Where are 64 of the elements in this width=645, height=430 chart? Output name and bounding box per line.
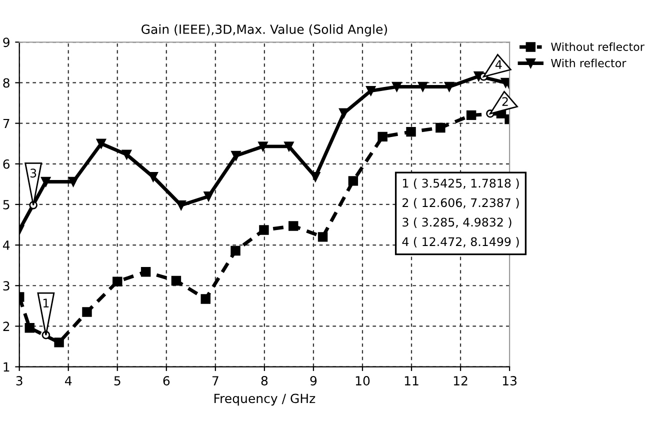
point: [112, 276, 122, 286]
point: [392, 82, 402, 92]
point: [310, 172, 320, 182]
x-tick-label: 6: [163, 376, 170, 386]
point: [348, 176, 358, 186]
point: [284, 142, 294, 152]
annotation: 1: [43, 298, 49, 308]
x-tick-label: 4: [65, 376, 72, 386]
annotation: 3: [30, 168, 36, 178]
point: [204, 191, 214, 202]
y-tick-label: 2: [3, 322, 10, 331]
legend-label: With reflector: [551, 58, 626, 68]
point: [122, 150, 132, 160]
point: [259, 225, 269, 235]
x-tick-label: 8: [261, 376, 268, 386]
point: [366, 86, 376, 96]
point: [339, 108, 349, 118]
point: [378, 132, 388, 142]
point: [68, 176, 78, 187]
point: [418, 82, 428, 92]
point: [318, 232, 328, 242]
annotation: 2: [502, 97, 508, 106]
y-tick-label: 6: [3, 159, 10, 169]
point: [148, 172, 158, 182]
x-tick-label: 7: [212, 376, 218, 386]
x-tick-label: 3: [16, 376, 22, 386]
x-tick-label: 9: [310, 376, 317, 386]
point: [444, 82, 454, 92]
point: [230, 246, 240, 256]
y-tick-label: 7: [3, 118, 10, 128]
point: [288, 221, 298, 231]
point: [96, 138, 106, 148]
x-tick-label: 11: [404, 376, 418, 386]
point: [40, 176, 51, 187]
y-tick-label: 8: [3, 78, 10, 88]
x-tick-label: 12: [454, 376, 468, 386]
y-tick-label: 1: [4, 362, 10, 372]
y-tick-label: 5: [3, 200, 10, 210]
y-tick-label: 4: [2, 240, 10, 250]
legend-label: Without reflector: [551, 42, 644, 51]
point: [82, 307, 92, 317]
point: [258, 142, 268, 152]
point: [436, 122, 446, 133]
point: [171, 276, 182, 286]
chart-title: Gain (IEEE),3D,Max. Value (Solid Angle): [142, 24, 387, 36]
x-tick-label: 5: [114, 376, 120, 386]
point: [176, 200, 186, 210]
point: [231, 150, 241, 161]
point: [406, 126, 416, 137]
annotation: 4 ( 12.472, 8.1499 ): [402, 237, 519, 248]
x-tick-label: 13: [502, 376, 516, 386]
x-axis-title: Frequency / GHz: [214, 394, 316, 406]
x-tick-label: 10: [356, 376, 370, 386]
y-tick-label: 3: [3, 281, 10, 291]
point: [54, 338, 64, 348]
annotation: 1 ( 3.5425, 1.7818 ): [403, 178, 519, 190]
point: [140, 266, 151, 277]
annotation: 2 ( 12.606, 7.2387 ): [402, 198, 519, 209]
point: [200, 294, 210, 304]
point: [466, 110, 476, 120]
point: [24, 322, 35, 333]
annotation: 3 ( 3.285, 4.9832 ): [402, 218, 512, 228]
annotation: 4: [495, 60, 502, 69]
y-tick-label: 9: [3, 38, 10, 48]
